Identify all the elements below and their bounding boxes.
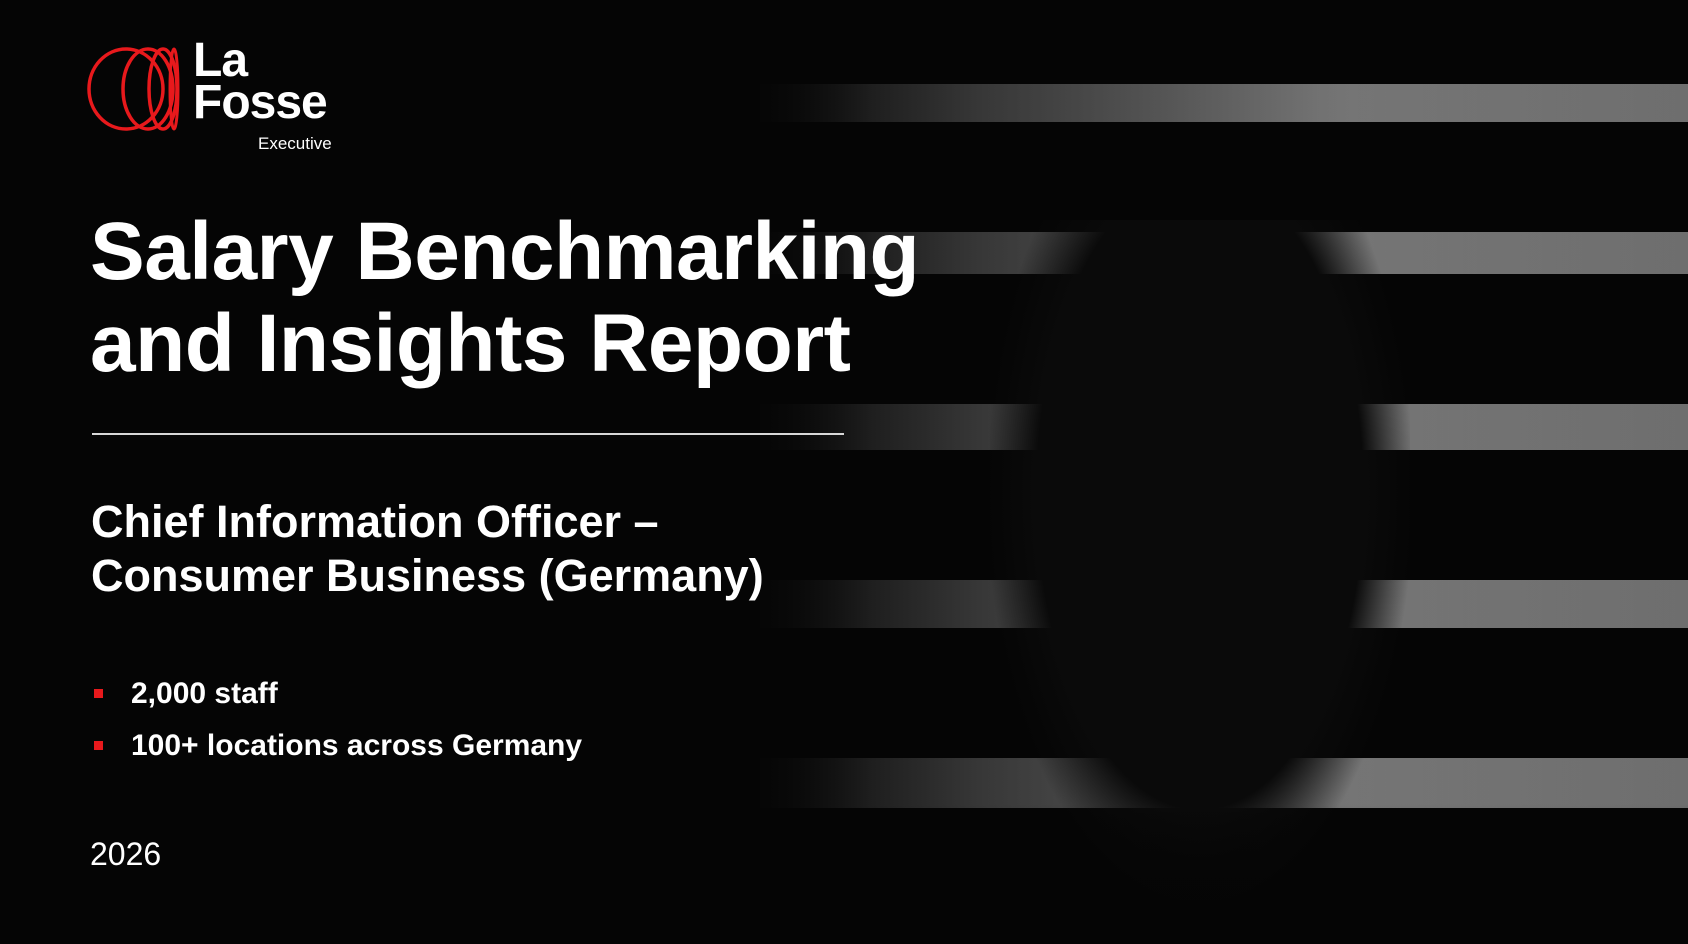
bullet-square-icon [94, 689, 103, 698]
divider [92, 433, 844, 435]
company-facts-list: 2,000 staff 100+ locations across German… [92, 674, 582, 778]
list-item: 100+ locations across Germany [92, 726, 582, 778]
brand-division: Executive [258, 134, 332, 153]
brand-name-line2: Fosse [193, 76, 328, 129]
rings-logo-icon [87, 47, 180, 131]
bullet-text: 100+ locations across Germany [131, 729, 583, 762]
subtitle-line1: Chief Information Officer – [91, 496, 659, 547]
subtitle-line2: Consumer Business (Germany) [91, 550, 764, 601]
report-year: 2026 [90, 836, 162, 872]
title-line1: Salary Benchmarking [90, 206, 920, 297]
person-silhouette [990, 220, 1410, 900]
la-fosse-logo [86, 42, 356, 157]
bullet-square-icon [94, 741, 103, 750]
report-title: Salary Benchmarking and Insights Report [90, 206, 920, 390]
title-line2: and Insights Report [90, 298, 851, 389]
role-subtitle: Chief Information Officer – Consumer Bus… [91, 495, 764, 603]
bullet-text: 2,000 staff [131, 677, 278, 710]
brand-name-line1: La [193, 34, 248, 87]
brand-name: La Fosse [193, 34, 328, 129]
list-item: 2,000 staff [92, 674, 582, 726]
